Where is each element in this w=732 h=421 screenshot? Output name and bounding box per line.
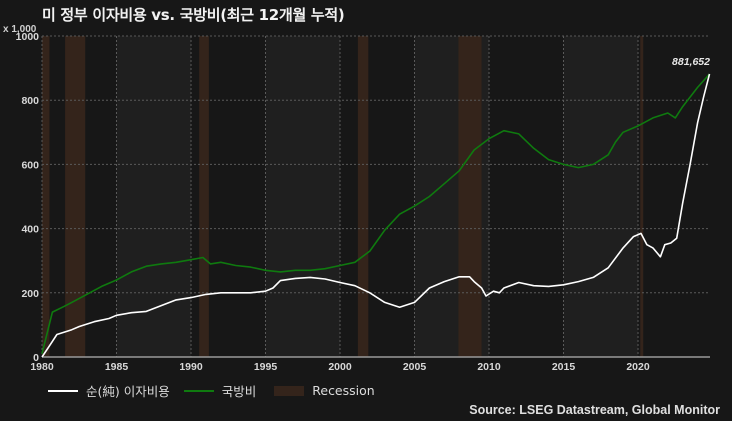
background-bands <box>42 36 710 357</box>
green-line-swatch-icon <box>183 389 214 392</box>
y-tick-label: 200 <box>21 288 39 300</box>
x-tick-label: 1990 <box>179 361 203 373</box>
y-tick-label: 0 <box>33 352 39 364</box>
legend-item-recession[interactable]: Recession <box>270 383 375 398</box>
background-band <box>563 36 638 357</box>
x-tick-label: 2000 <box>328 361 352 373</box>
background-band <box>265 36 340 357</box>
recession-band <box>65 36 86 357</box>
y-axis-unit-label: x 1,000 <box>3 24 37 35</box>
background-band <box>116 36 191 357</box>
y-tick-label: 400 <box>21 224 39 236</box>
y-tick-label: 600 <box>21 159 39 171</box>
recession-band <box>42 36 50 357</box>
x-tick-label: 1985 <box>105 361 129 373</box>
x-tick-label: 2005 <box>403 361 427 373</box>
recession-band <box>458 36 482 357</box>
net-interest-line <box>41 73 711 358</box>
source-note: Source: LSEG Datastream, Global Monitor <box>469 403 720 417</box>
x-axis-ticks: 1980 1985 1990 1995 2000 2005 2010 2015 2020 <box>30 361 650 373</box>
x-tick-label: 1995 <box>254 361 278 373</box>
legend-item-defense[interactable]: 국방비 <box>183 381 257 400</box>
y-axis-ticks: 0 200 400 600 800 1000 <box>16 31 40 364</box>
end-value-label: 881,652 <box>672 56 710 68</box>
y-tick-label: 1000 <box>16 31 40 43</box>
legend-item-interest[interactable]: 순(純) 이자비용 <box>48 381 170 400</box>
defense-spending-line <box>41 73 711 354</box>
x-tick-label: 2010 <box>477 361 501 373</box>
legend-label: 순(純) 이자비용 <box>86 384 170 399</box>
recession-band <box>199 36 209 357</box>
recession-swatch-icon <box>274 385 305 396</box>
chart-title: 미 정부 이자비용 vs. 국방비(최근 12개월 누적) <box>42 6 345 24</box>
recession-band <box>357 36 369 357</box>
legend: 순(純) 이자비용 국방비 Recession <box>48 381 389 400</box>
recession-band <box>640 36 644 357</box>
legend-label: 국방비 <box>221 384 257 399</box>
x-tick-label: 2020 <box>626 361 650 373</box>
grid-lines <box>41 35 710 357</box>
x-tick-label: 2015 <box>552 361 576 373</box>
y-tick-label: 800 <box>21 95 39 107</box>
white-line-swatch-icon <box>48 389 78 392</box>
legend-label: Recession <box>312 383 375 398</box>
x-tick-label: 1980 <box>30 361 54 373</box>
